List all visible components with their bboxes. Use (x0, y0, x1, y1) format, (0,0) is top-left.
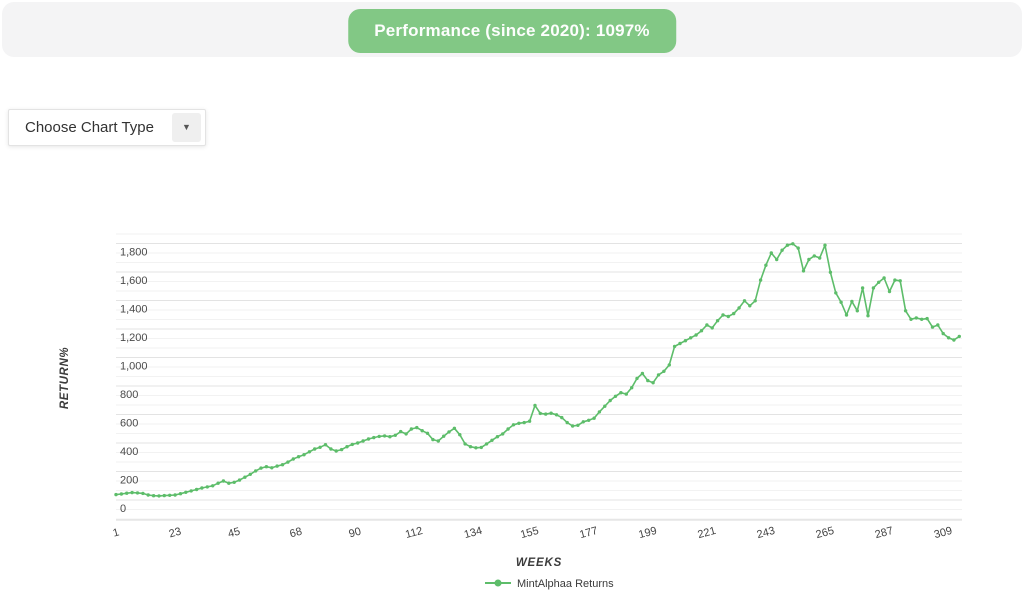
line-chart-canvas: 0 200 400 600 800 1,000 1,200 1,400 1,600 1,800 1 2… (112, 233, 962, 590)
svg-text:600: 600 (120, 418, 138, 430)
returns-line-chart: RETURN% 0 200 400 600 800 1,000 1,200 1,400 1,60… (0, 230, 1024, 600)
svg-text:1,800: 1,800 (120, 247, 148, 259)
svg-text:265: 265 (815, 525, 836, 541)
svg-text:134: 134 (463, 525, 484, 541)
svg-text:287: 287 (874, 525, 895, 541)
svg-text:155: 155 (519, 525, 540, 541)
svg-text:1: 1 (112, 526, 121, 539)
chevron-down-icon[interactable]: ▼ (172, 113, 201, 142)
svg-text:WEEKS: WEEKS (516, 557, 562, 569)
svg-text:243: 243 (756, 525, 777, 541)
y-axis-title: RETURN% (59, 346, 71, 410)
svg-text:90: 90 (348, 526, 363, 541)
svg-text:45: 45 (227, 526, 242, 541)
svg-text:1,400: 1,400 (120, 304, 148, 316)
svg-text:1,600: 1,600 (120, 275, 148, 287)
svg-text:68: 68 (288, 526, 303, 541)
svg-text:112: 112 (404, 525, 424, 541)
svg-text:0: 0 (120, 503, 126, 515)
svg-text:MintAlphaa Returns: MintAlphaa Returns (517, 578, 614, 590)
svg-text:200: 200 (120, 475, 138, 487)
svg-text:800: 800 (120, 389, 138, 401)
performance-badge: Performance (since 2020): 1097% (348, 9, 676, 53)
svg-text:1,000: 1,000 (120, 361, 148, 373)
svg-text:221: 221 (696, 525, 717, 541)
svg-text:400: 400 (120, 446, 138, 458)
svg-text:177: 177 (578, 525, 599, 541)
chart-type-dropdown[interactable]: Choose Chart Type ▼ (8, 109, 206, 146)
svg-text:1,200: 1,200 (120, 332, 148, 344)
top-bar: Performance (since 2020): 1097% (2, 2, 1022, 57)
svg-text:199: 199 (637, 525, 658, 541)
svg-text:23: 23 (168, 526, 183, 541)
svg-text:309: 309 (933, 525, 954, 541)
chart-type-dropdown-label: Choose Chart Type (25, 119, 154, 136)
